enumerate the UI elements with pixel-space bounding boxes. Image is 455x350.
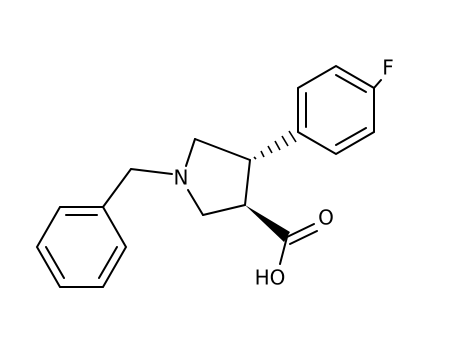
- hash: [260, 150, 265, 158]
- bond: [187, 189, 204, 216]
- atom-label: O: [318, 206, 334, 230]
- hash: [281, 135, 289, 147]
- fluorophenyl-ring: [297, 64, 375, 156]
- benzene-ring: [35, 206, 128, 288]
- double-bond: [335, 127, 367, 146]
- bonds: [35, 64, 382, 288]
- double-bond: [335, 74, 367, 93]
- double-bond: [45, 246, 65, 279]
- bond: [102, 168, 132, 208]
- bond: [194, 138, 251, 161]
- double-bond: [98, 246, 118, 279]
- bond: [202, 204, 246, 216]
- bond: [185, 138, 196, 167]
- hash: [267, 145, 273, 154]
- hash: [274, 140, 281, 151]
- bond: [244, 159, 251, 206]
- bond: [279, 236, 288, 265]
- bond: [130, 168, 173, 175]
- bold-wedge: [245, 205, 290, 242]
- bond: [373, 79, 382, 89]
- bond: [286, 223, 315, 238]
- double-bond: [289, 230, 318, 245]
- hashed-wedge: [253, 130, 297, 160]
- hash: [288, 130, 297, 143]
- atom-label: HO: [255, 266, 286, 290]
- hash: [253, 156, 257, 160]
- atom-label: N: [174, 166, 189, 190]
- atom-label: F: [382, 56, 394, 80]
